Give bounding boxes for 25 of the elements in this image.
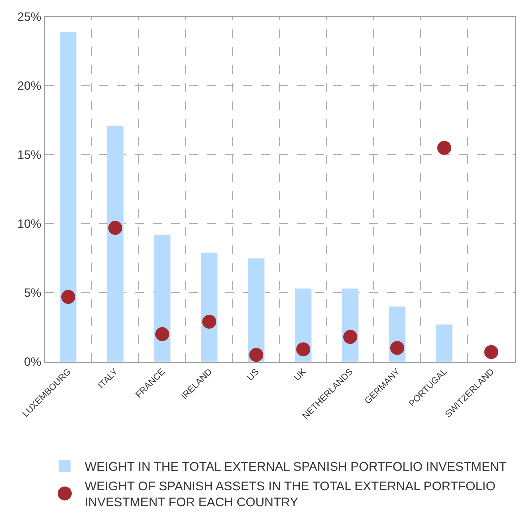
y-tick-label: 5% xyxy=(24,286,42,300)
y-tick-label: 15% xyxy=(18,148,42,162)
legend-label: WEIGHT IN THE TOTAL EXTERNAL SPANISH PORTFOLIO INVESTMENT xyxy=(85,460,508,474)
y-tick-label: 0% xyxy=(24,355,42,370)
point xyxy=(390,341,404,356)
point xyxy=(438,141,452,156)
y-tick-label: 10% xyxy=(18,217,42,232)
point xyxy=(156,327,170,342)
point xyxy=(344,330,358,344)
point xyxy=(62,290,76,304)
bar xyxy=(107,126,124,362)
x-tick-label: US xyxy=(245,366,262,383)
point xyxy=(250,348,264,362)
y-tick-label: 20% xyxy=(18,79,42,94)
point xyxy=(296,342,310,357)
point xyxy=(202,314,216,329)
point xyxy=(484,345,498,360)
bar xyxy=(201,252,218,362)
bar xyxy=(154,234,171,362)
legend-label: WEIGHT OF SPANISH ASSETS IN THE TOTAL EXTERNAL PORTFOLIO INVESTMENT FOR EACH COUNTRY xyxy=(85,479,496,510)
y-tick-label: 25% xyxy=(18,10,42,24)
bar xyxy=(248,258,265,362)
point xyxy=(108,221,122,236)
bar xyxy=(60,32,77,362)
bar xyxy=(436,324,453,362)
